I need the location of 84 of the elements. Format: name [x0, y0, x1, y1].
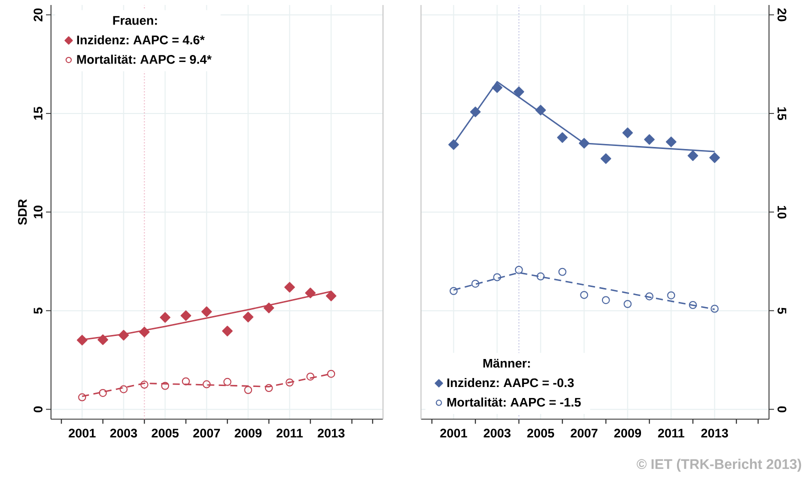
point	[448, 139, 459, 150]
x-tick-label: 2003	[484, 428, 511, 438]
x-tick-label: 2011	[658, 428, 684, 438]
point	[286, 378, 294, 387]
point	[76, 334, 88, 346]
point	[180, 310, 192, 321]
x-tick-label: 2013	[701, 428, 728, 438]
point	[645, 292, 654, 300]
point	[98, 388, 107, 397]
point	[535, 104, 546, 116]
point	[201, 306, 212, 318]
point	[493, 273, 502, 282]
x-tick-label: 2009	[614, 428, 642, 438]
y-tick-label: 5	[778, 308, 786, 314]
point	[326, 290, 336, 302]
x-tick-label: 2001	[440, 428, 468, 438]
point	[688, 300, 697, 309]
y-tick-label: 15	[34, 106, 42, 120]
point	[602, 296, 610, 304]
point	[557, 132, 568, 143]
point	[222, 326, 233, 336]
point	[624, 300, 632, 308]
point	[244, 386, 252, 394]
point	[78, 393, 86, 402]
y-tick-label: 20	[34, 8, 42, 22]
legend-title: Männer:	[483, 358, 530, 368]
point	[536, 272, 545, 280]
point	[98, 334, 108, 346]
point	[140, 380, 148, 389]
y-tick-label: 20	[778, 8, 786, 22]
legend-title: Frauen:	[113, 16, 157, 25]
y-axis-title: SDR	[18, 199, 27, 225]
x-tick-label: 2003	[110, 428, 138, 438]
legend-label: Mortalität: AAPC = 9.4*	[77, 54, 212, 64]
y-tick-label: 15	[778, 107, 786, 120]
point	[514, 86, 524, 98]
x-tick-label: 2005	[527, 428, 554, 438]
x-tick-label: 2013	[318, 428, 345, 438]
point	[327, 370, 336, 378]
x-tick-label: 2001	[68, 428, 96, 438]
point	[161, 382, 170, 390]
legend-label: Inzidenz: AAPC = 4.6*	[77, 35, 205, 44]
point	[242, 312, 254, 322]
point	[580, 290, 588, 299]
point	[470, 106, 481, 118]
x-tick-label: 2007	[193, 428, 220, 438]
y-tick-label: 0	[34, 406, 42, 412]
point	[264, 384, 273, 392]
point	[558, 268, 566, 276]
point	[306, 372, 314, 381]
point	[305, 288, 316, 298]
legend-label: Inzidenz: AAPC = -0.3	[447, 378, 574, 388]
y-tick-label: 5	[34, 308, 42, 314]
text: © IET (TRK-Bericht 2013)	[636, 458, 802, 472]
point	[666, 136, 676, 148]
point	[202, 380, 211, 388]
point	[450, 286, 458, 295]
point	[600, 153, 612, 164]
point	[139, 326, 150, 338]
point	[622, 128, 633, 138]
point	[688, 150, 698, 161]
point	[710, 304, 719, 313]
point	[118, 330, 129, 340]
point	[667, 291, 676, 300]
point	[284, 282, 295, 293]
x-tick-label: 2007	[570, 428, 598, 438]
y-tick-label: 10	[34, 206, 42, 218]
point	[182, 377, 190, 386]
point	[578, 138, 590, 149]
point	[492, 82, 502, 93]
point	[709, 152, 720, 163]
x-tick-label: 2009	[234, 428, 262, 438]
y-tick-label: 0	[778, 406, 786, 412]
point	[514, 266, 523, 274]
legend-label: Mortalität: AAPC = -1.5	[447, 398, 581, 407]
x-tick-label: 2011	[276, 428, 303, 438]
y-tick-label: 10	[778, 206, 786, 219]
point	[264, 302, 274, 314]
x-tick-label: 2005	[152, 428, 179, 438]
point	[471, 280, 480, 288]
point	[160, 312, 170, 323]
point	[644, 134, 655, 145]
point	[120, 385, 128, 394]
point	[223, 378, 232, 386]
